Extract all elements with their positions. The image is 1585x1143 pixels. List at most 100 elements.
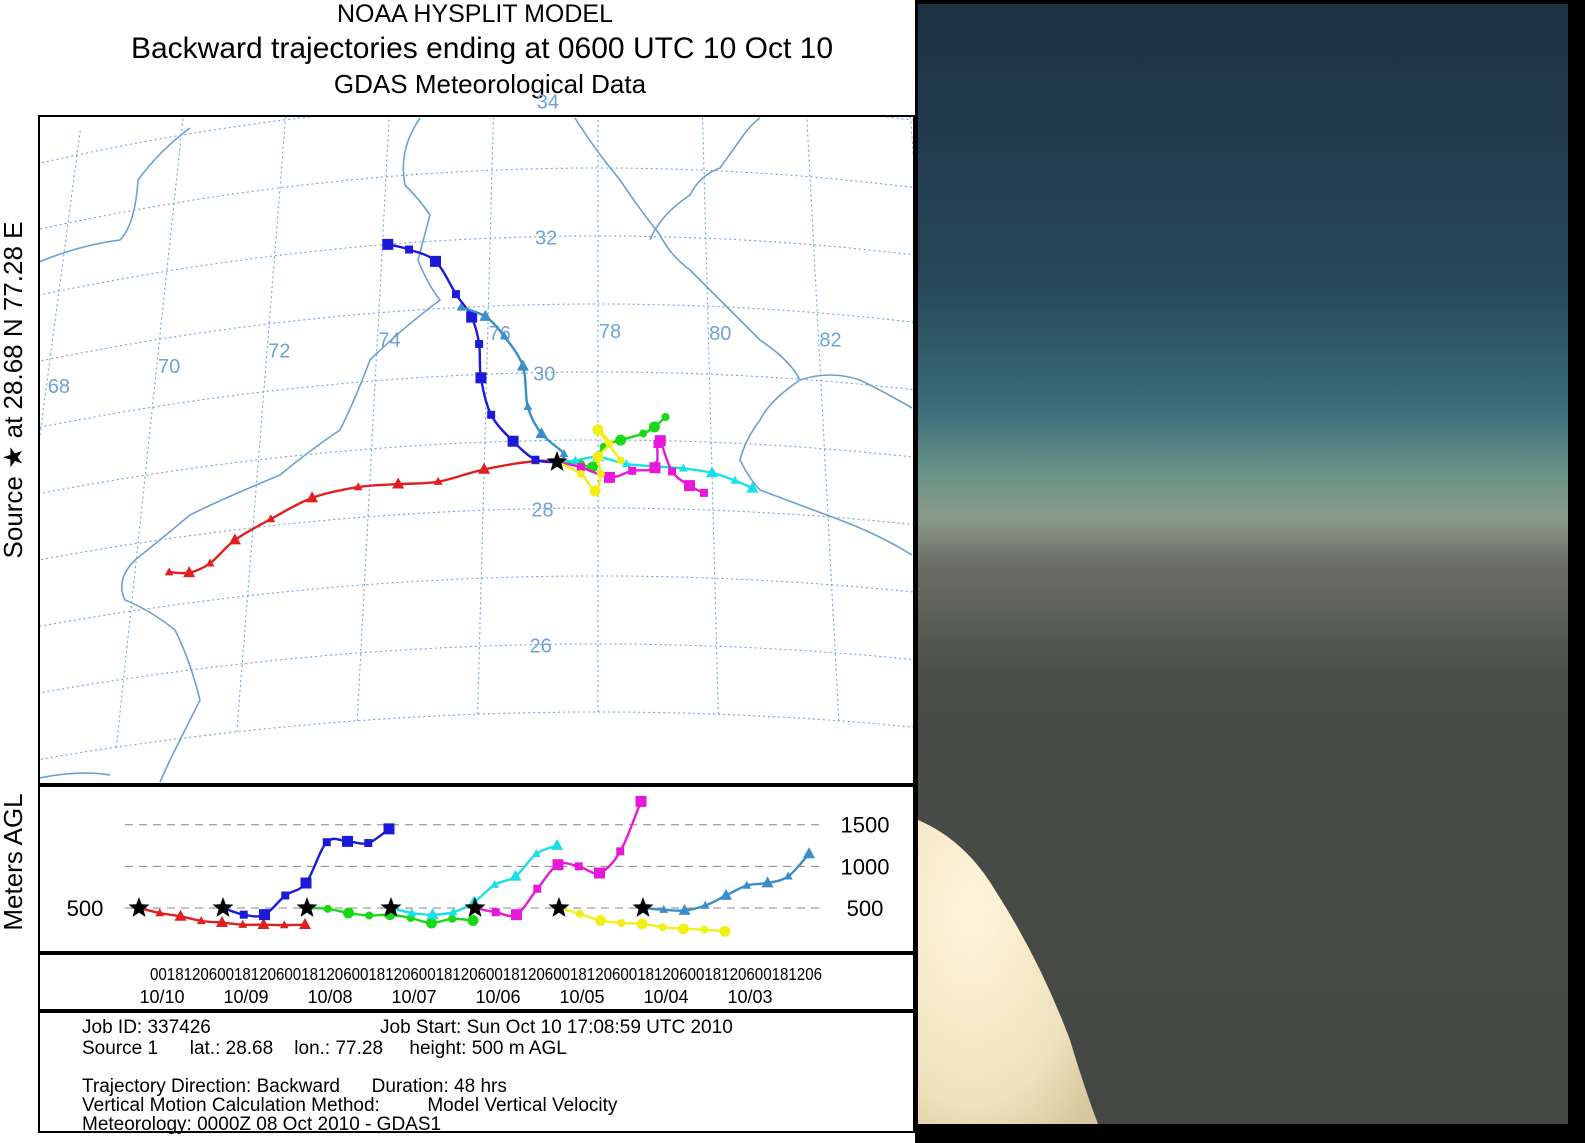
source-info: Source 1 lat.: 28.68 lon.: 77.28 height:… bbox=[82, 1038, 567, 1059]
trajectory-blue-point bbox=[487, 410, 496, 419]
trajectory-blue-point bbox=[507, 435, 519, 447]
latitude-gridline bbox=[40, 235, 913, 296]
job-start: Job Start: Sun Oct 10 17:08:59 UTC 2010 bbox=[380, 1017, 733, 1038]
trajectory-red-point bbox=[228, 533, 241, 545]
date-tick-label: 10/03 bbox=[727, 987, 772, 1007]
sky-horizon-photo bbox=[918, 4, 1568, 1124]
height-magenta-point bbox=[552, 859, 564, 871]
date-tick-label: 10/05 bbox=[559, 987, 604, 1007]
trajectory-red-point bbox=[478, 462, 491, 474]
trajectory-blue-point bbox=[531, 455, 540, 464]
trajectory-blue-point bbox=[429, 255, 441, 267]
date-tick-label: 10/07 bbox=[391, 987, 436, 1007]
trajectory-yellow-point bbox=[592, 451, 604, 463]
trajectory-steelblue-point bbox=[535, 427, 548, 439]
height-yellow-point bbox=[700, 925, 709, 934]
border-line bbox=[120, 117, 442, 783]
map-borders bbox=[40, 117, 913, 783]
job-info-box: Job ID: 337426 Job Start: Sun Oct 10 17:… bbox=[38, 1011, 915, 1135]
height-gridlines: 1500 1000 500 500 bbox=[67, 813, 890, 921]
height-red-point bbox=[155, 908, 165, 917]
photo-panel bbox=[915, 0, 1585, 1143]
height-magenta-point bbox=[574, 862, 583, 871]
trajectory-green-point bbox=[661, 412, 670, 421]
chart-title: Backward trajectories ending at 0600 UTC… bbox=[131, 32, 833, 65]
border-line bbox=[574, 117, 913, 556]
trajectory-red-point bbox=[353, 482, 363, 491]
height-blue-point bbox=[364, 839, 373, 848]
time-axis-frame bbox=[38, 953, 915, 1011]
height-cyan-point bbox=[407, 908, 417, 917]
height-yellow-point bbox=[575, 909, 584, 918]
height-profile: 1500 1000 500 500 bbox=[38, 785, 915, 953]
border-line bbox=[40, 127, 191, 263]
height-red-point bbox=[215, 915, 229, 927]
height-blue-point bbox=[300, 877, 312, 889]
height-cyan-point bbox=[550, 838, 564, 850]
source-star-marker bbox=[546, 451, 568, 471]
height-blue-point bbox=[239, 910, 248, 919]
border-line bbox=[799, 374, 913, 409]
height-yellow-point bbox=[636, 918, 648, 930]
height-steelblue-point bbox=[742, 880, 752, 889]
date-tick-label: 10/04 bbox=[643, 987, 688, 1007]
trajectory-blue-point bbox=[475, 339, 484, 348]
height-axis-label: Meters AGL bbox=[0, 793, 28, 930]
trajectory-cyan-point bbox=[746, 481, 759, 493]
longitude-tick-label: 72 bbox=[268, 341, 290, 363]
trajectory-yellow-point bbox=[589, 485, 601, 497]
source-star-marker bbox=[212, 897, 234, 917]
latitude-tick-label: 28 bbox=[531, 500, 553, 522]
vertical-method: Vertical Motion Calculation Method: Mode… bbox=[82, 1095, 618, 1116]
date-tick-label: 10/10 bbox=[139, 987, 184, 1007]
height-blue-point bbox=[281, 891, 290, 900]
height-tick-label: 1500 bbox=[841, 813, 890, 838]
time-axis: 0018120600181206001812060018120600181206… bbox=[38, 953, 915, 1011]
trajectory-green-point bbox=[639, 429, 648, 438]
trajectory-cyan-point bbox=[622, 459, 631, 468]
height-red-point bbox=[174, 909, 187, 921]
longitude-tick-label: 80 bbox=[709, 323, 731, 345]
trajectory-magenta-point bbox=[668, 467, 677, 476]
height-blue-point bbox=[383, 823, 395, 835]
model-name: NOAA HYSPLIT MODEL bbox=[337, 0, 613, 28]
height-yellow-point bbox=[719, 925, 731, 937]
height-steelblue-point bbox=[802, 847, 816, 859]
height-steelblue-point bbox=[761, 876, 774, 888]
height-magenta-point bbox=[635, 795, 647, 807]
height-green-point bbox=[448, 914, 457, 923]
trajectory-magenta-point bbox=[649, 462, 661, 474]
trajectory-yellow-point bbox=[576, 470, 585, 479]
trajectory-blue-point bbox=[466, 311, 478, 323]
trajectory-lines bbox=[164, 238, 759, 578]
height-green-point bbox=[343, 907, 354, 919]
latitude-gridline bbox=[40, 439, 913, 495]
trajectory-red-point bbox=[266, 514, 276, 523]
trajectory-yellow-point bbox=[616, 456, 625, 465]
height-green-point bbox=[467, 914, 479, 926]
trajectory-cyan-point bbox=[705, 466, 719, 478]
map-frame bbox=[38, 115, 915, 785]
height-red-point bbox=[238, 919, 248, 928]
trajectory-magenta-point bbox=[576, 463, 585, 472]
height-steelblue-point bbox=[719, 888, 733, 900]
trajectory-red-point bbox=[183, 566, 196, 578]
date-tick-labels: 10/10 10/09 10/08 10/07 10/06 10/05 10/04 10/03 bbox=[139, 987, 772, 1007]
longitude-tick-label: 74 bbox=[378, 330, 400, 352]
trajectory-cyan-point bbox=[730, 475, 740, 484]
height-magenta-point bbox=[533, 884, 542, 893]
height-series bbox=[128, 795, 816, 937]
latitude-gridline bbox=[40, 303, 913, 362]
trajectory-red-point bbox=[205, 558, 215, 567]
trajectory-steelblue-point bbox=[479, 309, 492, 321]
height-green-point bbox=[323, 904, 332, 913]
height-yellow-point bbox=[617, 918, 626, 927]
trajectory-red-point bbox=[433, 476, 443, 485]
trajectory-cyan-point bbox=[570, 455, 580, 464]
trajectory-magenta-point bbox=[603, 471, 615, 483]
latitude-gridline bbox=[40, 711, 913, 760]
map-grid bbox=[40, 117, 913, 760]
height-steelblue-point bbox=[700, 900, 710, 909]
border-line bbox=[649, 117, 761, 241]
